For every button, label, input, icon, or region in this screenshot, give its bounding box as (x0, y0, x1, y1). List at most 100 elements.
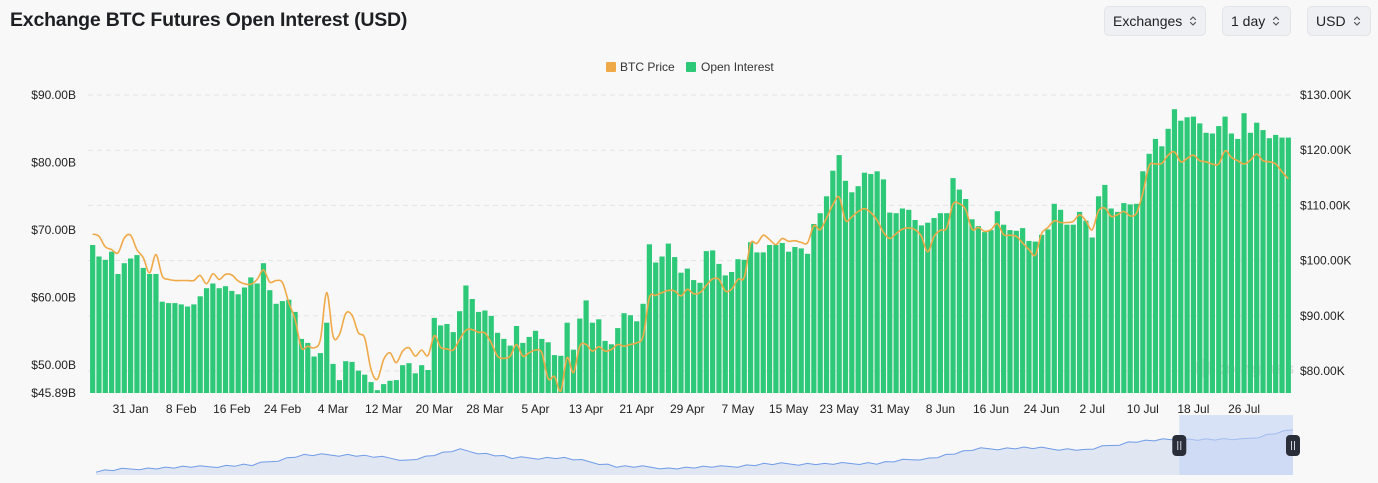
open-interest-bar[interactable] (1279, 137, 1285, 393)
open-interest-bar[interactable] (1127, 204, 1133, 393)
open-interest-bar[interactable] (400, 365, 406, 393)
open-interest-bar[interactable] (109, 251, 115, 393)
open-interest-bar[interactable] (165, 303, 172, 393)
open-interest-bar[interactable] (1083, 220, 1089, 393)
open-interest-bar[interactable] (868, 174, 874, 393)
open-interest-bar[interactable] (615, 328, 621, 393)
open-interest-bar[interactable] (551, 355, 558, 393)
open-interest-bar[interactable] (216, 288, 222, 393)
open-interest-bar[interactable] (684, 268, 690, 393)
open-interest-bar[interactable] (1026, 240, 1032, 393)
open-interest-bar[interactable] (893, 213, 899, 393)
open-interest-bar[interactable] (874, 171, 880, 393)
open-interest-bar[interactable] (646, 244, 652, 393)
open-interest-bar[interactable] (729, 272, 735, 393)
open-interest-bar[interactable] (596, 319, 602, 393)
open-interest-bar[interactable] (1070, 224, 1076, 393)
legend-item-btc-price[interactable]: BTC Price (606, 60, 675, 74)
open-interest-bar[interactable] (1146, 153, 1152, 393)
open-interest-bar[interactable] (577, 318, 583, 393)
open-interest-bar[interactable] (1178, 120, 1184, 393)
open-interest-bar[interactable] (203, 288, 210, 393)
open-interest-bar[interactable] (450, 332, 456, 393)
open-interest-bar[interactable] (1108, 208, 1114, 394)
open-interest-bar[interactable] (507, 345, 513, 393)
open-interest-bar[interactable] (754, 252, 760, 393)
open-interest-bar[interactable] (520, 342, 526, 393)
open-interest-bar[interactable] (1159, 146, 1165, 393)
currency-select[interactable]: USD (1307, 6, 1371, 36)
open-interest-bar[interactable] (362, 374, 368, 393)
open-interest-bar[interactable] (494, 332, 501, 393)
open-interest-bar[interactable] (640, 303, 646, 393)
open-interest-bar[interactable] (1076, 211, 1083, 393)
open-interest-bar[interactable] (988, 230, 994, 393)
open-interest-bar[interactable] (1032, 241, 1038, 393)
open-interest-bar[interactable] (532, 330, 539, 393)
open-interest-bar[interactable] (691, 280, 697, 393)
open-interest-bar[interactable] (444, 324, 450, 393)
open-interest-bar[interactable] (659, 256, 665, 394)
open-interest-bar[interactable] (1228, 133, 1234, 394)
open-interest-bar[interactable] (96, 256, 102, 394)
open-interest-bar[interactable] (1114, 211, 1121, 393)
open-interest-bar[interactable] (1152, 138, 1159, 393)
open-interest-bar[interactable] (140, 267, 146, 393)
open-interest-bar[interactable] (811, 224, 817, 393)
open-interest-bar[interactable] (589, 322, 596, 393)
open-interest-bar[interactable] (1203, 132, 1209, 394)
open-interest-bar[interactable] (387, 380, 393, 393)
open-interest-bar[interactable] (1095, 196, 1102, 393)
open-interest-bar[interactable] (621, 313, 627, 393)
open-interest-bar[interactable] (222, 286, 229, 393)
open-interest-bar[interactable] (823, 196, 830, 393)
open-interest-bar[interactable] (229, 290, 235, 393)
open-interest-bar[interactable] (482, 310, 488, 394)
open-interest-bar[interactable] (1102, 184, 1108, 393)
open-interest-bar[interactable] (90, 245, 96, 393)
open-interest-bar[interactable] (298, 338, 305, 393)
open-interest-bar[interactable] (975, 226, 981, 393)
open-interest-bar[interactable] (235, 294, 241, 393)
open-interest-bar[interactable] (128, 258, 134, 394)
open-interest-bar[interactable] (931, 218, 937, 393)
open-interest-bar[interactable] (950, 178, 956, 393)
open-interest-bar[interactable] (147, 274, 153, 393)
open-interest-bar[interactable] (558, 355, 564, 393)
open-interest-bar[interactable] (760, 252, 766, 393)
open-interest-bar[interactable] (779, 243, 785, 393)
open-interest-bar[interactable] (969, 219, 975, 393)
open-interest-bar[interactable] (273, 303, 279, 393)
open-interest-bar[interactable] (412, 373, 418, 393)
open-interest-bar[interactable] (741, 259, 747, 393)
open-interest-bar[interactable] (539, 338, 545, 393)
open-interest-bar[interactable] (608, 344, 615, 393)
open-interest-bar[interactable] (880, 179, 887, 393)
open-interest-bar[interactable] (792, 247, 798, 393)
open-interest-bar[interactable] (887, 212, 893, 393)
open-interest-bar[interactable] (1057, 209, 1064, 393)
open-interest-bar[interactable] (944, 213, 950, 393)
open-interest-bar[interactable] (343, 361, 349, 393)
open-interest-bar[interactable] (1001, 224, 1007, 393)
open-interest-bar[interactable] (355, 370, 361, 393)
open-interest-bar[interactable] (830, 170, 836, 393)
open-interest-bar[interactable] (1266, 138, 1272, 393)
open-interest-bar[interactable] (1197, 123, 1203, 394)
range-navigator[interactable] (95, 415, 1300, 475)
open-interest-bar[interactable] (393, 380, 399, 393)
open-interest-bar[interactable] (1133, 203, 1140, 393)
open-interest-bar[interactable] (1216, 126, 1222, 393)
open-interest-bar[interactable] (1247, 132, 1253, 394)
open-interest-bar[interactable] (766, 245, 773, 393)
open-interest-bar[interactable] (1222, 116, 1228, 393)
open-interest-bar[interactable] (210, 283, 216, 394)
open-interest-bar[interactable] (634, 321, 640, 393)
open-interest-bar[interactable] (153, 274, 159, 393)
open-interest-bar[interactable] (716, 263, 722, 393)
exchanges-select[interactable]: Exchanges (1104, 6, 1206, 36)
open-interest-bar[interactable] (836, 155, 842, 393)
open-interest-bar[interactable] (1184, 117, 1190, 394)
open-interest-bar[interactable] (785, 251, 792, 393)
open-interest-bar[interactable] (1254, 122, 1260, 393)
